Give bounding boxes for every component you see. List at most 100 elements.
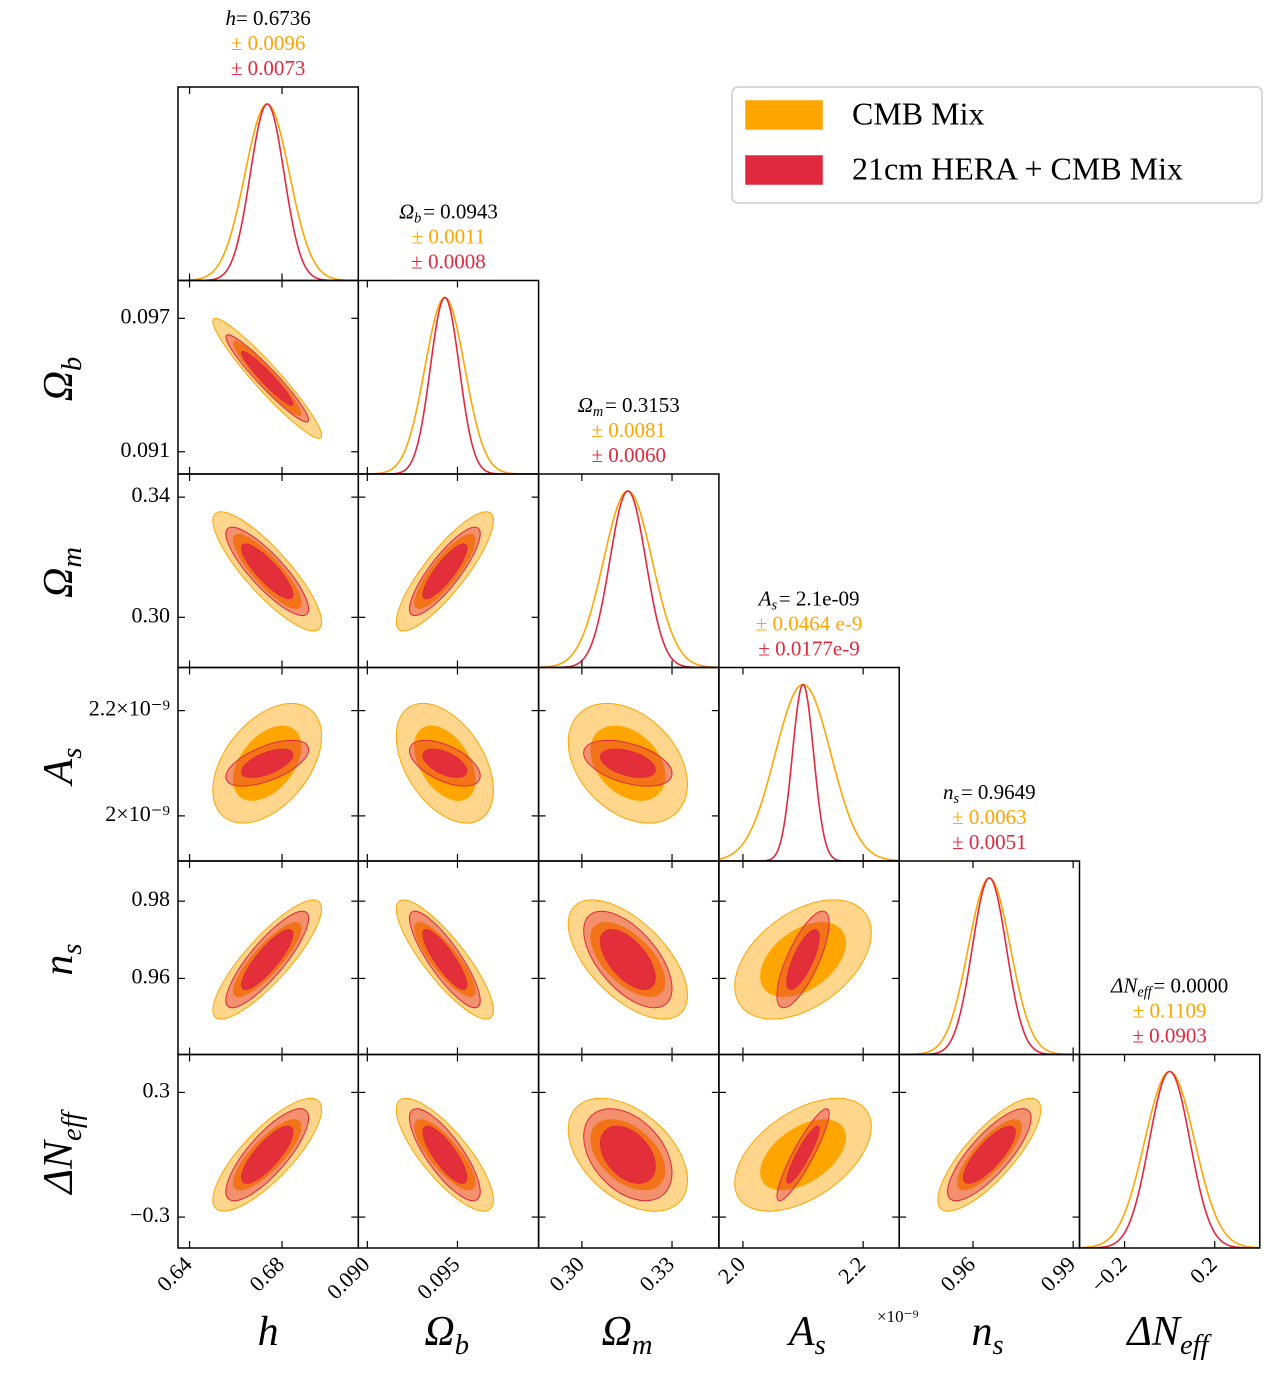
- x-axis-label: As: [786, 1309, 829, 1361]
- symbol: Ω: [36, 371, 82, 401]
- subscript: b: [414, 211, 421, 227]
- contour-inner: [241, 748, 294, 778]
- x-tick-label: 0.99: [1035, 1251, 1080, 1296]
- symbol: A: [36, 758, 82, 787]
- symbol: ΔN: [36, 1139, 82, 1196]
- mean-label: = 0.0000: [1153, 973, 1228, 997]
- legend-label: 21cm HERA + CMB Mix: [852, 150, 1183, 186]
- symbol: Ω: [601, 1309, 631, 1355]
- panel: [538, 490, 719, 668]
- marginal-curve: [358, 296, 539, 474]
- panel: [395, 899, 494, 1020]
- contour-inner: [599, 748, 656, 778]
- y-tick-label: 0.091: [121, 437, 171, 462]
- marginal-title: ΔNeff = 0.0000: [1110, 973, 1228, 1000]
- contour-inner: [599, 1125, 656, 1184]
- marginal-title: Ωm = 0.3153: [578, 393, 680, 420]
- marginal-curve: [178, 103, 359, 281]
- y-tick-label: 2×10⁻⁹: [105, 801, 170, 826]
- panel: [212, 1097, 323, 1212]
- symbol: h: [258, 1309, 279, 1355]
- sigma-label: ± 0.0063: [952, 805, 1027, 829]
- panel-frame: [718, 666, 900, 862]
- symbol: Ω: [424, 1309, 454, 1355]
- subscript: s: [771, 598, 777, 614]
- panel: [1079, 1070, 1260, 1248]
- y-tick-label: 2.2×10⁻⁹: [89, 696, 171, 721]
- panel-frame: [898, 860, 1081, 1056]
- panel: [734, 899, 872, 1020]
- y-axis-label: Ωm: [36, 543, 88, 598]
- sigma-label: ± 0.0051: [952, 830, 1027, 854]
- x-tick-label: 0.64: [152, 1251, 197, 1296]
- mean-label: = 2.1e-09: [779, 586, 860, 610]
- legend-swatch: [745, 100, 823, 130]
- panel: [395, 702, 494, 824]
- panel: [212, 317, 323, 439]
- panel: [358, 296, 539, 474]
- contour-inner: [962, 1125, 1016, 1184]
- symbol: n: [36, 955, 82, 976]
- axis-offset-label: ×10⁻⁹: [877, 1307, 919, 1326]
- y-tick-label: 0.34: [132, 482, 171, 507]
- x-tick-label: 2.2: [833, 1251, 870, 1288]
- contour-inner: [422, 543, 468, 600]
- panel: [567, 702, 688, 824]
- marginal-title: Ωb = 0.0943: [399, 199, 498, 226]
- panel: [734, 1097, 872, 1212]
- symbol: n: [972, 1309, 993, 1355]
- panel-frame: [357, 279, 540, 475]
- y-axis-label: ns: [36, 940, 88, 976]
- panel: [178, 103, 359, 281]
- contour-inner: [599, 929, 656, 990]
- marginal-curve: [718, 683, 900, 861]
- y-tick-label: −0.3: [130, 1202, 170, 1227]
- x-axis-label: Ωb: [424, 1309, 472, 1361]
- mean-label: = 0.3153: [605, 393, 680, 417]
- subscript: eff: [1180, 1329, 1213, 1360]
- subscript: eff: [1137, 985, 1153, 1001]
- subscript: m: [56, 547, 87, 568]
- marginal-curve: [899, 877, 1080, 1055]
- y-tick-label: 0.96: [132, 963, 171, 988]
- sigma-label: ± 0.0177e-9: [758, 636, 859, 660]
- panel: [212, 702, 323, 824]
- panel-frame: [177, 86, 360, 282]
- marginal-curve: [538, 490, 719, 668]
- subscript: m: [632, 1329, 653, 1360]
- marginal-title: h= 0.6736: [225, 6, 310, 30]
- marginal-curve: [538, 490, 719, 668]
- contour-inner: [241, 929, 294, 990]
- panel: [567, 1097, 688, 1212]
- symbol: h: [225, 6, 236, 30]
- sigma-label: ± 0.0011: [412, 224, 486, 248]
- marginal-curve: [358, 296, 539, 474]
- symbol: A: [786, 1309, 815, 1355]
- sigma-label: ± 0.0464 e-9: [756, 611, 863, 635]
- legend-label: CMB Mix: [852, 95, 984, 131]
- symbol: Ω: [578, 393, 593, 417]
- subscript: s: [56, 748, 87, 759]
- y-tick-label: 0.98: [132, 886, 171, 911]
- x-tick-label: 2.0: [713, 1251, 750, 1288]
- subscript: b: [56, 357, 87, 371]
- y-axis-label: As: [36, 744, 88, 787]
- y-tick-label: 0.30: [132, 602, 171, 627]
- contour-inner: [241, 350, 294, 406]
- subscript: s: [993, 1329, 1004, 1360]
- contour-inner: [786, 1125, 820, 1184]
- contour-inner: [241, 1125, 294, 1184]
- panel: [899, 877, 1080, 1055]
- x-tick-label: 0.090: [322, 1251, 375, 1304]
- panel: [395, 1097, 494, 1212]
- panel: [212, 511, 323, 632]
- symbol: Ω: [36, 568, 82, 598]
- subscript: b: [455, 1329, 469, 1360]
- symbol: ΔN: [1110, 973, 1138, 997]
- panel: [212, 899, 323, 1020]
- marginal-curve: [1079, 1070, 1260, 1248]
- marginal-title: ns = 0.9649: [943, 780, 1036, 807]
- x-axis-label: Ωm: [601, 1309, 656, 1361]
- contour-inner: [422, 1125, 468, 1184]
